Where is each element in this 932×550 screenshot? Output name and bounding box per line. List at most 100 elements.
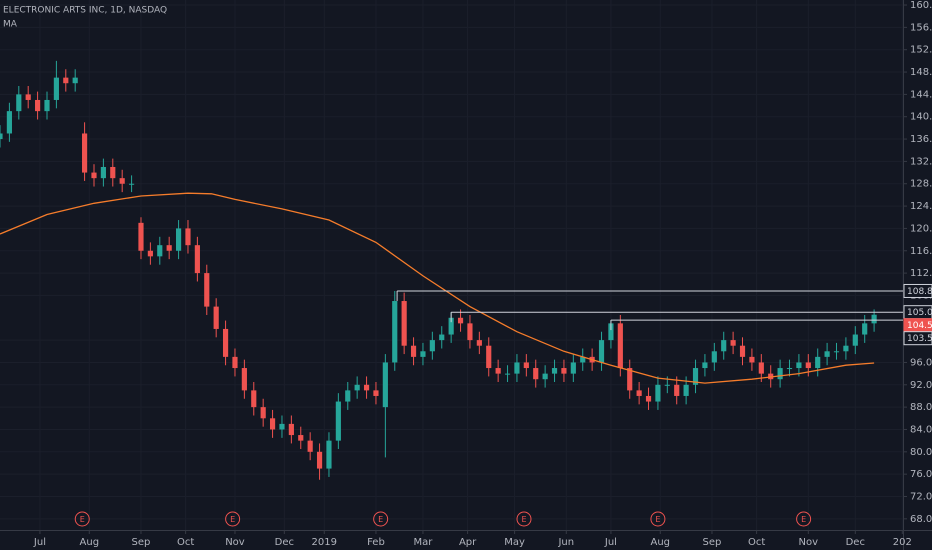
candle-body [636,390,642,396]
x-tick-label: Aug [651,537,671,548]
x-tick-label: 2019 [312,537,337,548]
candle-body [354,384,360,391]
candle-body [194,245,200,274]
candle-body [100,166,106,179]
candle-body [25,94,31,100]
candle-body [786,368,793,370]
candle-body [335,401,341,441]
y-tick-label: 88.00 [910,402,932,413]
candle-body [542,373,548,380]
candle-body [213,306,219,329]
price-label-box [903,283,932,298]
candle-body [232,356,238,369]
y-tick-label: 160.00 [910,0,932,11]
candle-body [739,345,746,357]
candle-body [608,323,614,341]
candle-body [627,368,633,391]
candle-body [6,111,12,134]
y-tick-label: 152.00 [910,45,932,56]
candle-body [683,384,689,396]
candle-body [523,362,529,369]
candle-body [514,362,520,374]
candle-body [53,77,59,100]
candle-body [147,250,153,257]
candle-body [175,228,182,251]
price-label: 104.55 [907,321,932,331]
earnings-marker [650,511,666,527]
candle-body [401,301,407,346]
candle-body [63,77,69,84]
x-tick-label: Sep [132,537,151,548]
earnings-label: E [230,515,235,524]
x-tick-label: 202 [893,537,912,548]
earnings-marker [796,511,812,527]
candle-body [345,390,351,402]
candle-body [138,222,144,251]
candle-body [777,368,783,380]
indicator-label: MA [3,20,18,30]
y-tick-label: 72.00 [910,491,932,502]
y-tick-label: 120.00 [910,223,932,234]
candle-body [35,99,41,112]
candle-body [852,334,858,346]
x-tick-label: Dec [846,537,865,548]
candle-body [110,166,116,179]
candle-body [476,340,482,346]
y-tick-label: 84.00 [910,424,932,435]
y-tick-label: 80.00 [910,447,932,458]
candle-body [316,451,323,469]
candle-body [288,423,294,436]
earnings-marker [373,511,389,527]
y-tick-label: 148.00 [910,67,932,78]
price-label-box [903,331,932,346]
x-tick-label: Apr [459,537,477,548]
price-label: 105.00 [907,308,932,318]
candle-body [91,172,97,179]
earnings-label: E [378,515,383,524]
x-tick-label: Jun [557,537,574,548]
earnings-label: E [521,515,526,524]
x-tick-label: Nov [225,537,245,548]
candle-body [824,351,830,357]
candle-body [570,362,576,374]
candle-body [805,362,811,369]
candle-body [561,368,567,374]
x-tick-label: Dec [275,537,294,548]
y-tick-label: 116.00 [910,246,932,257]
candle-body [119,178,125,184]
y-tick-label: 96.00 [910,357,932,368]
candle-body [796,362,802,369]
candle-body [157,245,163,257]
candle-body [655,384,661,402]
candle-body [279,423,285,430]
candle-body [467,323,473,341]
candle-body [815,356,821,369]
candle-body [457,317,464,324]
earnings-marker [225,511,241,527]
candle-body [692,368,699,385]
candle-body [674,384,680,396]
candle-body [185,228,191,246]
earnings-label: E [80,515,85,524]
candle-body [645,395,652,402]
candle-body [392,301,398,363]
y-tick-label: 76.00 [910,469,932,480]
earnings-label: E [801,515,806,524]
y-tick-label: 112.00 [910,268,932,279]
candle-body [166,245,172,251]
candle-body [326,440,332,469]
y-tick-label: 140.00 [910,112,932,123]
candle-body [871,314,877,324]
candle-body [363,384,370,391]
candle-body [721,340,727,352]
candle-body [382,362,388,408]
candle-body [843,345,849,352]
x-tick-label: Mar [414,537,434,548]
y-tick-label: 132.00 [910,156,932,167]
moving-average [0,192,875,384]
candle-body [664,384,670,386]
y-tick-label: 68.00 [910,514,932,525]
candle-body [241,368,247,391]
